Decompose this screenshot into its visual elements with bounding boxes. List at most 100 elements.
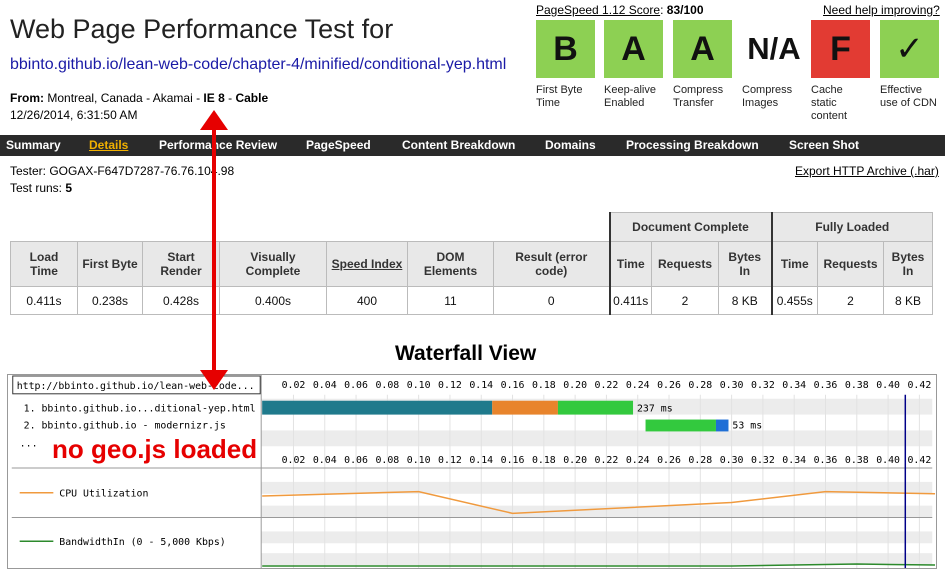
tab-details[interactable]: Details bbox=[89, 138, 129, 152]
grade-keep-alive[interactable]: A bbox=[604, 20, 663, 78]
cell-doc-time: 0.411s bbox=[608, 286, 652, 315]
tick-label: 0.24 bbox=[626, 380, 650, 391]
tick-label: 0.06 bbox=[344, 380, 368, 391]
request-bar-segment[interactable] bbox=[262, 400, 493, 415]
tick-label: 0.14 bbox=[469, 455, 493, 466]
cpu-label: CPU Utilization bbox=[59, 489, 148, 500]
tab-content-breakdown[interactable]: Content Breakdown bbox=[402, 138, 516, 152]
request-bar-segment[interactable] bbox=[715, 419, 729, 432]
row-stripe bbox=[261, 430, 933, 447]
tick-label: 0.34 bbox=[782, 380, 806, 391]
help-improving-link[interactable]: Need help improving? bbox=[823, 3, 940, 17]
tick-label: 0.12 bbox=[438, 455, 462, 466]
tick-label: 0.30 bbox=[720, 380, 744, 391]
col-doc-time: Time bbox=[608, 241, 652, 287]
row-stripe bbox=[261, 481, 933, 494]
tick-label: 0.06 bbox=[344, 455, 368, 466]
waterfall-title: Waterfall View bbox=[395, 342, 537, 365]
tick-label: 0.22 bbox=[595, 380, 619, 391]
pagespeed-score: PageSpeed 1.12 Score: 83/100 bbox=[536, 3, 704, 17]
cpu-utilization-line bbox=[262, 490, 936, 515]
col-full-bytes: Bytes In bbox=[883, 241, 933, 287]
col-start-render: Start Render bbox=[142, 241, 220, 287]
request-label-2[interactable]: 2. bbinto.github.io - modernizr.js bbox=[24, 420, 226, 431]
tab-pagespeed[interactable]: PageSpeed bbox=[306, 138, 371, 152]
cell-start-render: 0.428s bbox=[142, 286, 220, 315]
tab-summary[interactable]: Summary bbox=[6, 138, 61, 152]
tick-label: 0.34 bbox=[782, 455, 806, 466]
request-label-1[interactable]: 1. bbinto.github.io...ditional-yep.html bbox=[24, 404, 256, 415]
pagespeed-link[interactable]: PageSpeed 1.12 Score bbox=[536, 3, 661, 17]
grade-compress-transfer[interactable]: A bbox=[673, 20, 732, 78]
cell-doc-requests: 2 bbox=[651, 286, 719, 315]
tested-url-link[interactable]: bbinto.github.io/lean-web-code/chapter-4… bbox=[10, 56, 507, 73]
cell-result-code: 0 bbox=[493, 286, 610, 315]
tab-domains[interactable]: Domains bbox=[545, 138, 596, 152]
connection-value: Cable bbox=[235, 91, 269, 105]
tick-label: 0.20 bbox=[563, 380, 587, 391]
tick-label: 0.40 bbox=[876, 455, 900, 466]
tick-label: 0.08 bbox=[375, 455, 399, 466]
tick-label: 0.04 bbox=[313, 455, 337, 466]
tick-label: 0.10 bbox=[407, 380, 431, 391]
export-har-link[interactable]: Export HTTP Archive (.har) bbox=[795, 164, 939, 178]
tick-label: 0.32 bbox=[751, 455, 775, 466]
tester-info: Tester: GOGAX-F647D7287-76.76.104.98 bbox=[10, 164, 235, 178]
cell-full-time: 0.455s bbox=[770, 286, 818, 315]
request-bar-segment[interactable] bbox=[492, 400, 558, 415]
tick-label: 0.22 bbox=[595, 455, 619, 466]
table-row: 0.411s 0.238s 0.428s 0.400s 400 11 0 0.4… bbox=[10, 286, 933, 315]
tick-label: 0.14 bbox=[469, 380, 493, 391]
tick-label: 0.32 bbox=[751, 380, 775, 391]
grade-label-keep-alive: Keep-alive Enabled bbox=[604, 84, 656, 109]
tick-label: 0.18 bbox=[532, 455, 556, 466]
grade-cache-static[interactable]: F bbox=[811, 20, 870, 78]
col-speed-index[interactable]: Speed Index bbox=[326, 241, 408, 287]
tick-label: 0.26 bbox=[657, 380, 681, 391]
more-requests: ... bbox=[20, 438, 38, 449]
cell-doc-bytes: 8 KB bbox=[718, 286, 772, 315]
request-bar-segment[interactable] bbox=[645, 419, 716, 432]
pagespeed-score-value: 83/100 bbox=[666, 3, 704, 17]
cell-speed-index: 400 bbox=[326, 286, 408, 315]
page-title: Web Page Performance Test for bbox=[10, 14, 394, 44]
table-spacer bbox=[10, 212, 610, 242]
tick-label: 0.42 bbox=[907, 455, 931, 466]
col-full-time: Time bbox=[770, 241, 818, 287]
tick-label: 0.16 bbox=[501, 455, 525, 466]
col-result-code: Result (error code) bbox=[493, 241, 610, 287]
tick-label: 0.26 bbox=[657, 455, 681, 466]
bandwidth-line bbox=[262, 563, 936, 567]
tick-label: 0.18 bbox=[532, 380, 556, 391]
row-stripe bbox=[261, 531, 933, 544]
cell-load-time: 0.411s bbox=[10, 286, 78, 315]
from-label: From: bbox=[10, 91, 44, 105]
annotation-text: no geo.js loaded bbox=[52, 434, 258, 464]
grade-compress-images[interactable]: N/A bbox=[742, 20, 806, 78]
grade-label-compress-images: Compress Images bbox=[742, 84, 793, 109]
row-stripe bbox=[261, 553, 933, 566]
cell-full-requests: 2 bbox=[817, 286, 884, 315]
grade-first-byte[interactable]: B bbox=[536, 20, 595, 78]
request-bars[interactable]: 237 ms 53 ms bbox=[262, 400, 762, 432]
from-value: Montreal, Canada - Akamai - bbox=[47, 91, 204, 105]
cell-dom-elements: 11 bbox=[407, 286, 494, 315]
grade-cdn[interactable]: ✓ bbox=[880, 20, 939, 78]
waterfall-page-url: http://bbinto.github.io/lean-web-code... bbox=[17, 381, 255, 392]
tab-processing-breakdown[interactable]: Processing Breakdown bbox=[626, 138, 759, 152]
tab-screen-shot[interactable]: Screen Shot bbox=[789, 138, 860, 152]
tab-bar: Summary Details Performance Review PageS… bbox=[0, 135, 945, 156]
tab-performance-review[interactable]: Performance Review bbox=[159, 138, 278, 152]
tick-label: 0.02 bbox=[282, 380, 306, 391]
tick-label: 0.12 bbox=[438, 380, 462, 391]
header-document-complete: Document Complete bbox=[608, 212, 772, 242]
waterfall-chart[interactable]: http://bbinto.github.io/lean-web-code...… bbox=[7, 374, 937, 569]
col-load-time: Load Time bbox=[10, 241, 78, 287]
tick-label: 0.16 bbox=[501, 380, 525, 391]
axis-ticks-top: 0.02 0.04 0.06 0.08 0.10 0.12 0.14 0.16 0.18 0.20… bbox=[282, 380, 932, 391]
request-bar-segment[interactable] bbox=[557, 400, 634, 415]
tick-label: 0.20 bbox=[563, 455, 587, 466]
pagespeed-colon: : bbox=[660, 3, 664, 17]
cell-first-byte: 0.238s bbox=[77, 286, 143, 315]
col-doc-requests: Requests bbox=[651, 241, 719, 287]
